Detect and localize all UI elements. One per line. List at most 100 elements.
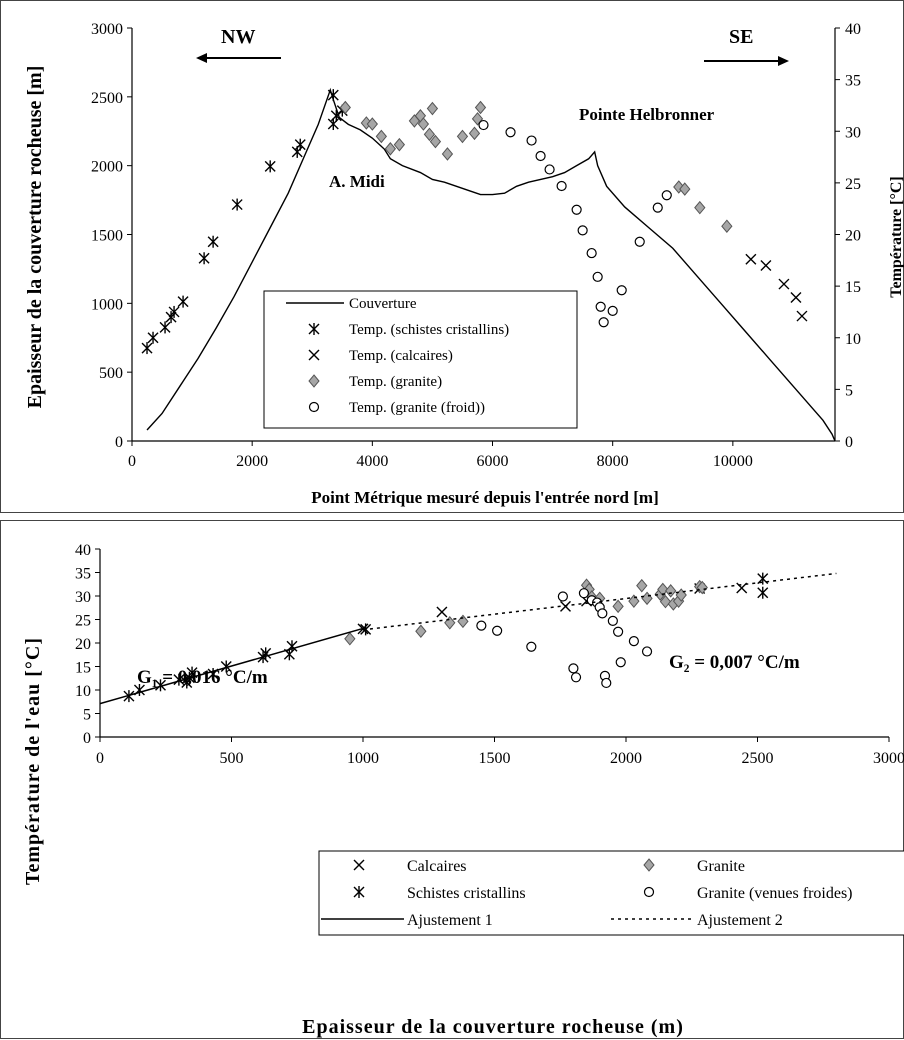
- legend-top-temp-schistes-cristallins-swatch: [308, 323, 320, 335]
- top-temp-granite-froid-point: [634, 236, 645, 247]
- bottom-granite-point: [344, 631, 356, 646]
- top-temp-granite-froid-point: [661, 190, 672, 201]
- top-temp-granite-point: [417, 117, 430, 131]
- legend-bottom-granite-swatch: [643, 858, 655, 872]
- legend-top-temp-granite-froid-label: Temp. (granite (froid)): [349, 400, 485, 416]
- legend-top-temp-granite-swatch-shape: [308, 374, 320, 388]
- legend-bottom-calcaires-swatch: [353, 859, 365, 871]
- top-temp-granite-point: [429, 134, 442, 149]
- top-temp-calcaires-point-stroke: [796, 310, 808, 322]
- top-temp-granite-froid-point-shape: [535, 150, 546, 162]
- bottom-granite-venues-froides-point-shape: [568, 663, 579, 674]
- top-temp-granite-point-shape: [679, 182, 691, 196]
- top-temp-granite-point: [679, 182, 691, 196]
- top-temp-granite-point: [468, 126, 481, 141]
- top-temp-granite-point-shape: [423, 127, 436, 142]
- top-temp-granite-froid-point: [607, 305, 618, 317]
- y2-tick-label: 30: [845, 124, 861, 141]
- top-temp-calcaires-point: [745, 253, 757, 265]
- y-tick-label: 15: [75, 660, 91, 677]
- top-temp-granite-point: [721, 219, 733, 234]
- top-temp-granite-point: [423, 127, 436, 142]
- bottom-granite-venues-froides-point-shape: [476, 620, 487, 631]
- y2-tick-label: 0: [845, 434, 853, 451]
- y-tick-label: 500: [99, 365, 123, 382]
- top-temp-granite-point: [441, 147, 454, 161]
- bottom-granite-venues-froides-point-shape: [597, 608, 608, 619]
- top-temp-granite-froid-point-shape: [598, 317, 609, 328]
- y-tick-label: 30: [75, 589, 91, 606]
- annotation-gradient-1: G₁ = 0,016 °C/m: [137, 667, 268, 688]
- top-temp-calcaires-point: [778, 278, 790, 290]
- top-temp-calcaires-point: [760, 259, 772, 271]
- x-tick-label: 6000: [477, 453, 509, 470]
- bottom-granite-venues-froides-point-shape: [601, 677, 612, 689]
- bottom-granite-venues-froides-point-shape: [607, 615, 618, 627]
- legend-bottom-ajustement-1-label: Ajustement 1: [407, 912, 493, 929]
- bottom-granite-venues-froides-point: [568, 663, 579, 674]
- bottom-granite-venues-froides-point-shape: [628, 636, 639, 647]
- y2-tick-label: 40: [845, 21, 861, 38]
- y-tick-label: 1000: [91, 296, 123, 313]
- top-temp-granite-point-shape: [426, 101, 439, 116]
- bottom-granite-venues-froides-point: [628, 636, 639, 647]
- top-temp-granite-froid-point: [505, 127, 516, 138]
- bottom-granite-venues-froides-point: [526, 641, 537, 652]
- chart-panel-bottom: 0 500 1000 1500 2000 2500 3000 0 5 10 15 20 25 30 35 40…: [0, 520, 904, 1039]
- top-temp-granite-point: [474, 100, 487, 115]
- top-temp-granite-point-shape: [375, 129, 388, 144]
- top-temp-granite-point: [426, 101, 439, 116]
- legend-bottom-ajustement-2-label: Ajustement 2: [697, 912, 783, 929]
- top-temp-granite-point-shape: [384, 142, 397, 156]
- top-temp-granite-froid-point: [652, 202, 663, 213]
- x-tick-label: 0: [96, 750, 104, 767]
- y-tick-label: 3000: [91, 21, 123, 38]
- bottom-granite-point: [612, 599, 624, 614]
- bottom-calcaires-point-stroke: [436, 606, 448, 618]
- top-temp-granite-froid-point-shape: [661, 190, 672, 201]
- y2-tick-label: 25: [845, 176, 861, 193]
- bottom-granite-venues-froides-point: [557, 591, 568, 602]
- top-temp-schistes-cristallins-point: [231, 198, 243, 211]
- bottom-granite-venues-froides-point: [597, 608, 608, 619]
- top-temp-granite-point-shape: [721, 219, 733, 234]
- arrow-label-nw: NW: [221, 26, 255, 48]
- y-tick-label: 40: [75, 542, 91, 559]
- top-temp-schistes-cristallins-point: [330, 109, 342, 122]
- bottom-granite-venues-froides-point: [492, 625, 503, 636]
- top-temp-schistes-cristallins-point: [327, 89, 339, 102]
- bottom-granite-venues-froides-point-shape: [570, 672, 582, 683]
- x-tick-label: 0: [128, 453, 136, 470]
- legend-bottom-granite-venues-froides-label: Granite (venues froides): [697, 885, 853, 902]
- y-axis-label-bottom: Température de l'eau [°C]: [22, 637, 44, 885]
- y-tick-label: 2500: [91, 90, 123, 107]
- legend-bottom-granite-label: Granite: [697, 858, 745, 875]
- top-temp-granite-froid-point: [556, 180, 567, 192]
- top-temp-granite-point-shape: [366, 117, 378, 131]
- legend-bottom-granite-swatch-shape: [643, 858, 655, 872]
- top-temp-granite-froid-point: [616, 285, 627, 296]
- x-tick-label: 1500: [479, 750, 511, 767]
- top-temp-granite-point: [456, 129, 469, 144]
- bottom-granite-venues-froides-point-shape: [578, 588, 590, 599]
- bottom-calcaires-point: [436, 606, 448, 618]
- temperature-vs-cover-chart: 0 500 1000 1500 2000 2500 3000 0 5 10 15 20 25 30 35 40…: [22, 542, 904, 1038]
- bottom-schistes-cristallins-point: [220, 660, 232, 673]
- top-temp-schistes-cristallins-point: [141, 342, 153, 355]
- top-temp-granite-froid-point-shape: [544, 164, 555, 175]
- bottom-granite-venues-froides-point: [615, 657, 626, 668]
- x-tick-label: 4000: [356, 453, 388, 470]
- legend-bottom-calcaires-label: Calcaires: [407, 858, 467, 875]
- top-temp-granite-point-shape: [429, 134, 442, 149]
- y2-axis-label-top-text: Température [°C]: [888, 176, 904, 297]
- legend-top-couverture-label: Couverture: [349, 296, 417, 312]
- annotation-gradient-2: G₂ = 0,007 °C/m: [669, 652, 800, 673]
- legend-bottom-schistes-cristallins-swatch: [353, 886, 365, 898]
- bottom-granite-point: [665, 584, 677, 598]
- bottom-granite-venues-froides-point: [578, 588, 590, 599]
- bottom-granite-point-shape: [659, 594, 672, 609]
- legend-box-bottom: [318, 850, 904, 936]
- bottom-granite-venues-froides-point-shape: [526, 641, 537, 652]
- top-temp-granite-point-shape: [441, 147, 454, 161]
- x-tick-label: 2000: [236, 453, 268, 470]
